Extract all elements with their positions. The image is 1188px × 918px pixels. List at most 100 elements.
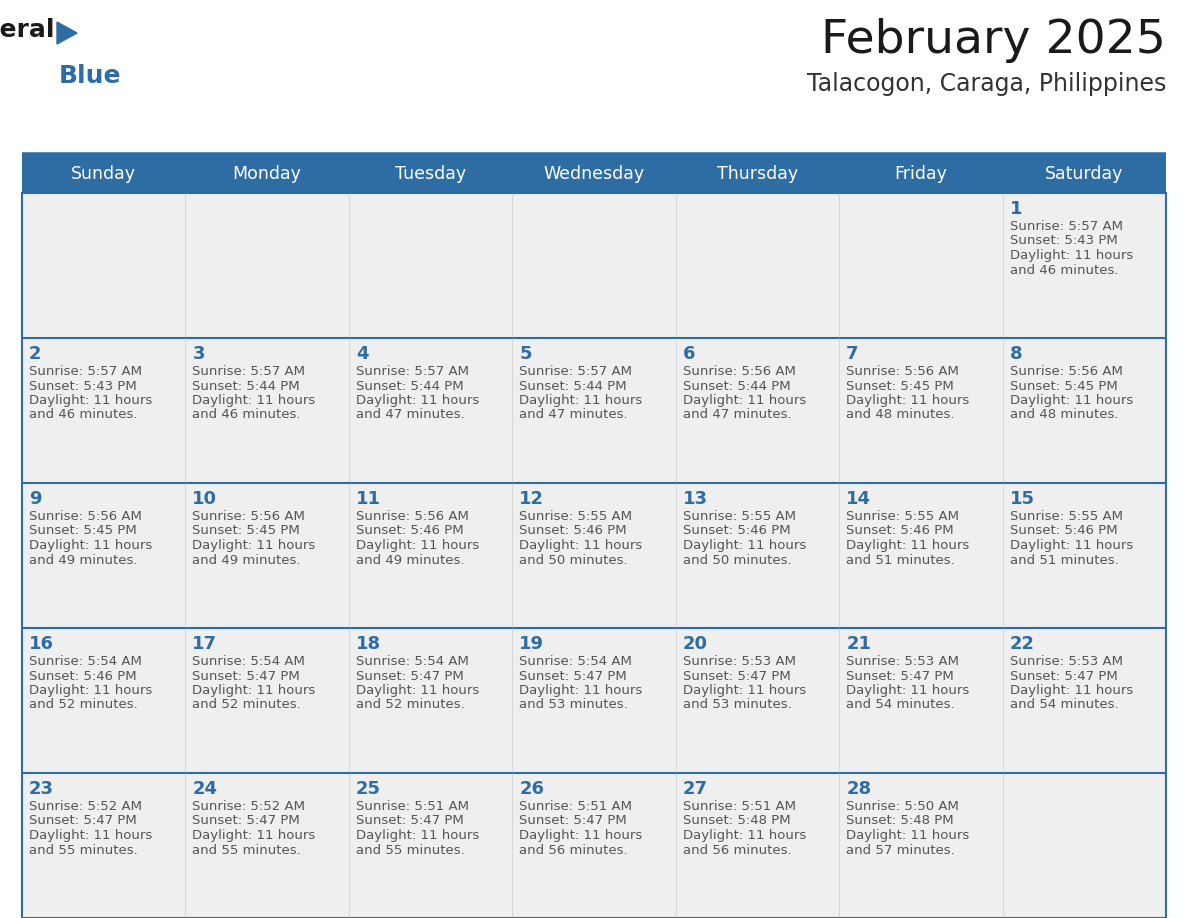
- Text: Sunset: 5:47 PM: Sunset: 5:47 PM: [846, 669, 954, 682]
- Bar: [1003, 193, 1165, 338]
- Text: Daylight: 11 hours: Daylight: 11 hours: [519, 829, 643, 842]
- Text: General: General: [0, 18, 55, 42]
- Text: Sunset: 5:47 PM: Sunset: 5:47 PM: [192, 814, 301, 827]
- Text: 23: 23: [29, 780, 53, 798]
- Text: and 46 minutes.: and 46 minutes.: [192, 409, 301, 421]
- Text: Daylight: 11 hours: Daylight: 11 hours: [683, 539, 805, 552]
- Text: and 50 minutes.: and 50 minutes.: [683, 554, 791, 566]
- Text: and 49 minutes.: and 49 minutes.: [356, 554, 465, 566]
- Text: Sunrise: 5:52 AM: Sunrise: 5:52 AM: [192, 800, 305, 813]
- Text: Daylight: 11 hours: Daylight: 11 hours: [846, 539, 969, 552]
- Text: and 48 minutes.: and 48 minutes.: [1010, 409, 1118, 421]
- Text: Daylight: 11 hours: Daylight: 11 hours: [1010, 684, 1133, 697]
- Text: 24: 24: [192, 780, 217, 798]
- Text: Sunset: 5:47 PM: Sunset: 5:47 PM: [1010, 669, 1118, 682]
- Text: Sunset: 5:47 PM: Sunset: 5:47 PM: [519, 814, 627, 827]
- Text: Sunset: 5:47 PM: Sunset: 5:47 PM: [683, 669, 790, 682]
- Text: Sunrise: 5:57 AM: Sunrise: 5:57 AM: [192, 365, 305, 378]
- Text: Sunrise: 5:54 AM: Sunrise: 5:54 AM: [519, 655, 632, 668]
- Text: Wednesday: Wednesday: [543, 165, 645, 183]
- Text: and 50 minutes.: and 50 minutes.: [519, 554, 628, 566]
- Bar: [512, 338, 676, 483]
- Bar: [512, 483, 676, 628]
- Text: 5: 5: [519, 345, 532, 363]
- Text: Sunset: 5:46 PM: Sunset: 5:46 PM: [519, 524, 627, 538]
- Text: 4: 4: [356, 345, 368, 363]
- Text: and 47 minutes.: and 47 minutes.: [519, 409, 628, 421]
- Text: Daylight: 11 hours: Daylight: 11 hours: [519, 394, 643, 407]
- Text: and 54 minutes.: and 54 minutes.: [846, 699, 955, 711]
- Bar: [676, 193, 839, 338]
- Bar: [349, 483, 512, 628]
- Text: Monday: Monday: [233, 165, 302, 183]
- Text: Daylight: 11 hours: Daylight: 11 hours: [29, 829, 152, 842]
- Text: 25: 25: [356, 780, 381, 798]
- Bar: [839, 483, 1003, 628]
- Text: 28: 28: [846, 780, 871, 798]
- Bar: [839, 773, 1003, 918]
- Text: Sunset: 5:47 PM: Sunset: 5:47 PM: [192, 669, 301, 682]
- Text: 17: 17: [192, 635, 217, 653]
- Text: Sunrise: 5:55 AM: Sunrise: 5:55 AM: [1010, 510, 1123, 523]
- Bar: [512, 628, 676, 773]
- Text: Sunset: 5:43 PM: Sunset: 5:43 PM: [29, 379, 137, 393]
- Text: Daylight: 11 hours: Daylight: 11 hours: [29, 684, 152, 697]
- Text: and 49 minutes.: and 49 minutes.: [192, 554, 301, 566]
- Text: 2: 2: [29, 345, 42, 363]
- Bar: [676, 628, 839, 773]
- Bar: [185, 193, 349, 338]
- Text: Blue: Blue: [59, 64, 121, 88]
- Text: Sunrise: 5:56 AM: Sunrise: 5:56 AM: [29, 510, 141, 523]
- Text: Sunrise: 5:56 AM: Sunrise: 5:56 AM: [356, 510, 469, 523]
- Text: Daylight: 11 hours: Daylight: 11 hours: [846, 829, 969, 842]
- Text: Tuesday: Tuesday: [394, 165, 466, 183]
- Text: and 52 minutes.: and 52 minutes.: [29, 699, 138, 711]
- Text: Sunset: 5:46 PM: Sunset: 5:46 PM: [356, 524, 463, 538]
- Bar: [23, 193, 185, 338]
- Text: Sunrise: 5:56 AM: Sunrise: 5:56 AM: [846, 365, 959, 378]
- Text: Daylight: 11 hours: Daylight: 11 hours: [356, 829, 479, 842]
- Bar: [349, 193, 512, 338]
- Text: and 55 minutes.: and 55 minutes.: [29, 844, 138, 856]
- Text: Sunrise: 5:56 AM: Sunrise: 5:56 AM: [683, 365, 796, 378]
- Bar: [512, 193, 676, 338]
- Text: and 56 minutes.: and 56 minutes.: [519, 844, 628, 856]
- Text: Sunrise: 5:51 AM: Sunrise: 5:51 AM: [356, 800, 469, 813]
- Text: Daylight: 11 hours: Daylight: 11 hours: [1010, 249, 1133, 262]
- Text: and 49 minutes.: and 49 minutes.: [29, 554, 138, 566]
- Bar: [676, 483, 839, 628]
- Bar: [839, 338, 1003, 483]
- Text: Daylight: 11 hours: Daylight: 11 hours: [683, 394, 805, 407]
- Text: Sunrise: 5:57 AM: Sunrise: 5:57 AM: [519, 365, 632, 378]
- Text: Sunrise: 5:53 AM: Sunrise: 5:53 AM: [683, 655, 796, 668]
- Text: February 2025: February 2025: [821, 18, 1165, 63]
- Text: 9: 9: [29, 490, 42, 508]
- Text: and 47 minutes.: and 47 minutes.: [683, 409, 791, 421]
- Text: and 55 minutes.: and 55 minutes.: [192, 844, 302, 856]
- Text: Sunset: 5:47 PM: Sunset: 5:47 PM: [356, 669, 463, 682]
- Text: Sunset: 5:48 PM: Sunset: 5:48 PM: [683, 814, 790, 827]
- Bar: [349, 338, 512, 483]
- Text: Sunrise: 5:51 AM: Sunrise: 5:51 AM: [683, 800, 796, 813]
- Text: and 54 minutes.: and 54 minutes.: [1010, 699, 1118, 711]
- Text: and 53 minutes.: and 53 minutes.: [519, 699, 628, 711]
- Text: Sunrise: 5:55 AM: Sunrise: 5:55 AM: [519, 510, 632, 523]
- Text: Daylight: 11 hours: Daylight: 11 hours: [846, 394, 969, 407]
- Text: 21: 21: [846, 635, 871, 653]
- Text: 26: 26: [519, 780, 544, 798]
- Text: Daylight: 11 hours: Daylight: 11 hours: [192, 829, 316, 842]
- Text: Sunrise: 5:56 AM: Sunrise: 5:56 AM: [1010, 365, 1123, 378]
- Text: Daylight: 11 hours: Daylight: 11 hours: [192, 539, 316, 552]
- Text: Sunrise: 5:52 AM: Sunrise: 5:52 AM: [29, 800, 143, 813]
- Bar: [23, 483, 185, 628]
- Bar: [349, 773, 512, 918]
- Text: Sunrise: 5:53 AM: Sunrise: 5:53 AM: [1010, 655, 1123, 668]
- Bar: [23, 628, 185, 773]
- Text: Sunrise: 5:57 AM: Sunrise: 5:57 AM: [356, 365, 469, 378]
- Text: 10: 10: [192, 490, 217, 508]
- Text: Sunset: 5:44 PM: Sunset: 5:44 PM: [683, 379, 790, 393]
- Text: Sunset: 5:44 PM: Sunset: 5:44 PM: [519, 379, 627, 393]
- Text: Sunrise: 5:53 AM: Sunrise: 5:53 AM: [846, 655, 959, 668]
- Text: Saturday: Saturday: [1045, 165, 1124, 183]
- Text: Daylight: 11 hours: Daylight: 11 hours: [683, 684, 805, 697]
